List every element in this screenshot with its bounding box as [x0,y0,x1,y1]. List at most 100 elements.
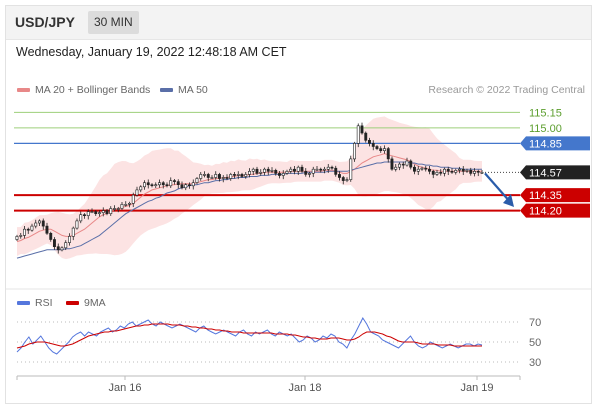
candle-body [364,132,368,141]
candle-body [307,173,311,175]
level-tag-114.35 [520,188,590,203]
credit-text: Research © 2022 Trading Central [428,84,585,96]
candle-body [341,177,345,181]
candle-body [337,174,341,178]
candle-body [420,167,424,170]
legend-rsi-ma: 9MA [66,297,106,309]
candle-body [218,174,221,179]
candle-body [30,225,34,231]
candle-body [469,170,473,174]
candle-body [128,203,131,205]
candle-body [375,146,379,149]
candle-body [255,168,259,174]
level-tag-114.20 [520,203,590,218]
candle-body [446,168,450,172]
candle-body [71,227,75,237]
last-price-tag [520,165,590,180]
candle-body [98,212,101,214]
candle-body [158,182,161,186]
candle-body [476,171,480,173]
candle-body [401,163,405,166]
candle-body [461,168,465,172]
candle-body [296,166,300,172]
candle-body [124,204,128,206]
candle-body [300,166,304,172]
candle-body [262,168,266,173]
forecast-arrow-icon [503,193,514,207]
candle-body [270,170,274,172]
candle-body [465,170,469,172]
candle-body [139,186,143,191]
rsi-ma-swatch [66,301,79,306]
level-label-114.20: 114.20 [529,206,562,218]
last-price-label: 114.57 [529,167,562,179]
legend-ma50: MA 50 [160,84,208,96]
candle-body [352,143,356,160]
candle-body [229,174,233,179]
candle-body [146,182,150,186]
legend-ma20-label: MA 20 + Bollinger Bands [35,84,151,96]
candle-body [386,148,390,160]
x-tick-label: Jan 18 [288,382,321,394]
level-tag-114.85 [520,136,590,151]
level-label-114.85: 114.85 [529,138,562,150]
candle-body [56,246,60,251]
legend-ma50-label: MA 50 [178,84,208,96]
candle-body [154,184,158,186]
candle-body [37,220,41,224]
candle-body [319,168,323,171]
candle-body [435,172,439,175]
candle-body [150,184,154,186]
candle-body [431,171,435,175]
candle-body [259,172,263,174]
candle-body [292,168,296,172]
rsi-tick-50: 50 [529,337,541,349]
candle-body [360,125,364,134]
candle-body [120,204,124,209]
candle-body [34,222,38,227]
candle-body [274,170,278,174]
candle-body [277,173,281,176]
candle-body [176,181,180,186]
candle-body [19,235,23,237]
candle-body [199,174,203,179]
timeframe-button[interactable]: 30 MIN [88,11,139,34]
candle-body [86,211,90,217]
candle-body [116,208,120,210]
candle-body [105,210,109,215]
candle-body [315,168,319,171]
candle-body [206,174,210,178]
candle-body [45,225,49,234]
rsi-tick-30: 30 [529,357,541,369]
candle-body [450,171,454,173]
candle-body [439,172,443,174]
candle-body [188,184,191,186]
legend-rsi: RSI [17,297,53,309]
candle-body [233,174,236,176]
candle-body [203,174,206,176]
candle-body [304,171,308,175]
x-tick-label: Jan 16 [108,382,141,394]
legend-rsi-label: RSI [35,297,53,309]
candle-body [41,220,45,227]
candle-body [68,236,71,243]
candle-body [75,220,79,229]
candle-body [184,184,188,189]
ma50-swatch [160,88,173,93]
candle-body [221,177,225,179]
candle-body [210,177,214,179]
candle-body [173,180,176,182]
candle-body [390,158,394,170]
candle-body [83,214,86,216]
symbol-label: USD/JPY [15,14,75,30]
candle-body [251,168,255,172]
candle-body [330,166,334,169]
candle-body [367,140,371,144]
candle-body [191,182,195,187]
candle-body [266,168,270,172]
chart-datetime: Wednesday, January 19, 2022 12:48:18 AM … [16,45,287,59]
candle-body [143,182,146,188]
candle-body [248,171,251,175]
candle-body [427,168,431,172]
